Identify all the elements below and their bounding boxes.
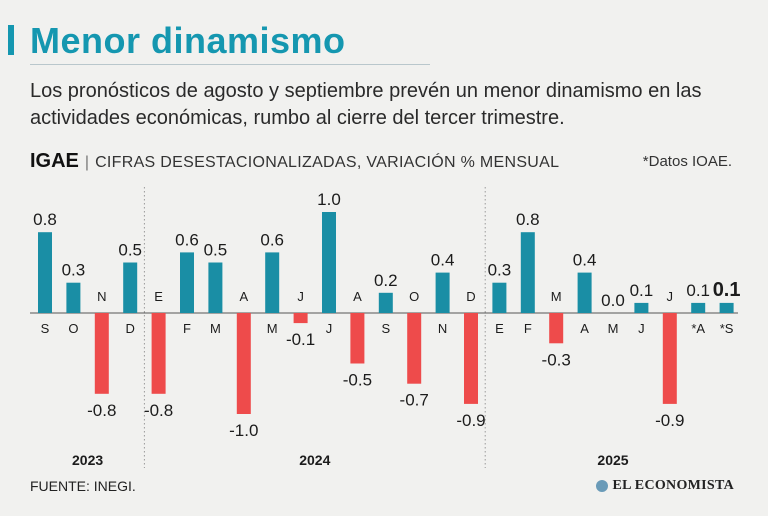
bar (435, 272, 450, 313)
source-note: FUENTE: INEGI. (30, 478, 136, 494)
bar (322, 212, 336, 313)
subtitle: Los pronósticos de agosto y septiembre p… (30, 80, 702, 129)
month-label: F (524, 321, 532, 336)
month-label: J (326, 321, 333, 336)
value-label: 0.0 (601, 291, 625, 310)
bar (464, 313, 478, 404)
bar (577, 272, 592, 313)
value-label: -0.3 (542, 350, 571, 369)
title-divider (30, 64, 430, 65)
bar (662, 313, 677, 404)
chart-header: IGAE | CIFRAS DESESTACIONALIZADAS, VARIACI… (30, 150, 559, 173)
month-label: M (608, 321, 619, 336)
chart-header-separator: | (84, 154, 90, 171)
bar (719, 302, 734, 313)
bar (520, 232, 535, 313)
bar (94, 313, 109, 394)
chart-note: *Datos IOAE. (642, 153, 732, 170)
bar (549, 313, 564, 344)
month-label: M (551, 289, 562, 304)
month-label: S (381, 321, 390, 336)
bar (378, 292, 393, 313)
year-label: 2025 (597, 452, 628, 468)
month-label: *S (720, 321, 734, 336)
month-label: S (41, 321, 50, 336)
month-label: N (438, 321, 447, 336)
bar (293, 313, 308, 324)
bar (691, 302, 706, 313)
month-label: J (638, 321, 645, 336)
bar (265, 252, 280, 313)
value-label: 0.6 (175, 230, 199, 249)
brand-icon (595, 480, 608, 492)
value-label: 0.1 (713, 279, 741, 301)
month-label: J (667, 289, 674, 304)
value-label: 0.8 (33, 210, 57, 229)
brand-name: EL ECONOMISTA (612, 478, 734, 493)
value-label: 0.2 (374, 271, 398, 290)
year-label: 2024 (299, 452, 330, 468)
value-label: 0.1 (686, 281, 710, 300)
value-label: 0.8 (516, 210, 540, 229)
month-label: *A (691, 321, 705, 336)
chart-description: CIFRAS DESESTACIONALIZADAS, VARIACIÓN % … (95, 154, 560, 171)
value-label: 0.3 (488, 261, 512, 280)
bar (236, 313, 251, 414)
value-label: 0.4 (573, 251, 597, 270)
bar (634, 302, 649, 313)
bar (180, 252, 194, 313)
month-label: F (183, 321, 191, 336)
month-label: M (210, 321, 221, 336)
month-label: D (126, 321, 135, 336)
value-label: -0.9 (655, 411, 684, 430)
page-title: Menor dinamismo (30, 20, 346, 61)
value-label: -0.7 (400, 391, 429, 410)
month-label: N (97, 289, 106, 304)
month-label: E (154, 289, 163, 304)
value-label: -0.8 (87, 401, 116, 420)
month-label: A (353, 289, 362, 304)
value-label: -1.0 (229, 421, 258, 440)
bar (208, 262, 223, 313)
bar (151, 313, 166, 394)
bar (492, 282, 507, 313)
bar (38, 232, 52, 313)
value-label: -0.9 (456, 411, 485, 430)
bar (350, 313, 365, 364)
month-label: M (267, 321, 278, 336)
value-label: 0.5 (204, 241, 228, 260)
month-label: O (409, 289, 419, 304)
value-label: 0.6 (260, 230, 284, 249)
month-label: E (495, 321, 504, 336)
month-label: A (580, 321, 589, 336)
value-label: 0.5 (118, 241, 142, 260)
month-label: D (466, 289, 475, 304)
value-label: -0.8 (144, 401, 173, 420)
bar (407, 313, 422, 384)
bar (123, 262, 138, 313)
chart-label: IGAE (30, 150, 79, 172)
title-accent-bar (8, 25, 14, 55)
month-label: A (239, 289, 248, 304)
value-label: 1.0 (317, 190, 341, 209)
value-label: -0.1 (286, 330, 315, 349)
month-label: O (68, 321, 78, 336)
value-label: 0.3 (62, 261, 86, 280)
value-label: -0.5 (343, 371, 372, 390)
bar (66, 282, 81, 313)
month-label: J (297, 289, 304, 304)
year-label: 2023 (72, 452, 103, 468)
value-label: 0.1 (630, 281, 654, 300)
value-label: 0.4 (431, 251, 455, 270)
brand-logo: EL ECONOMISTA (595, 478, 735, 494)
